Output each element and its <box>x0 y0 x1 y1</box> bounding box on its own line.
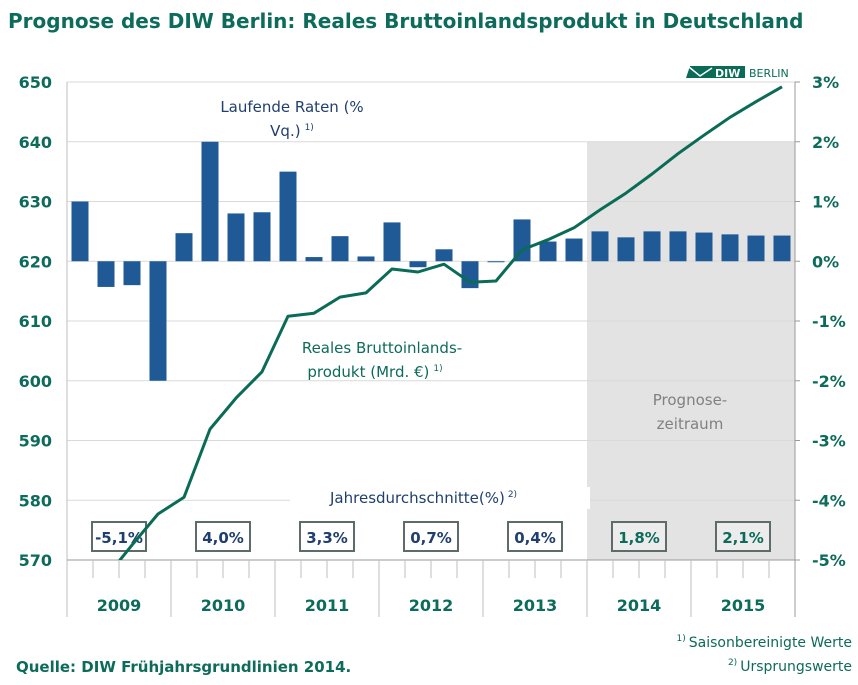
average-box-frame <box>91 521 147 552</box>
bar <box>435 249 453 262</box>
bar <box>539 241 557 262</box>
right-tick-label: 3% <box>812 73 839 92</box>
bar <box>357 256 375 262</box>
bars-label-line2: Vq.) 1) <box>270 122 314 140</box>
bar <box>461 261 479 289</box>
averages-label-bg <box>290 487 590 509</box>
annual-average-box: 2,1% <box>715 521 771 552</box>
annual-average-boxes: -5,1% 4,0% 3,3% 0,7% 0,4% 1,8% 2,1% <box>91 521 771 552</box>
average-box-frame <box>299 521 355 552</box>
bar <box>227 213 245 262</box>
year-label: 2010 <box>201 596 246 615</box>
left-tick-label: 650 <box>19 73 52 92</box>
gdp-line <box>118 85 783 560</box>
average-box-frame <box>403 521 459 552</box>
bar <box>201 141 219 262</box>
diw-logo: DIW BERLIN <box>686 66 789 80</box>
bar <box>513 219 531 262</box>
bar <box>123 261 141 286</box>
right-tick-label: -2% <box>812 372 846 391</box>
annual-average-value: 2,1% <box>722 529 764 547</box>
bar-series <box>71 141 791 381</box>
bar <box>253 212 271 262</box>
left-tick-label: 640 <box>19 133 52 152</box>
footnote-1: 1) Saisonbereinigte Werte <box>677 634 853 651</box>
right-tick-label: -5% <box>812 551 846 570</box>
bar <box>721 234 739 262</box>
annual-averages-label: Jahresdurchschnitte(%) 2) <box>329 489 517 507</box>
left-tick-label: 620 <box>19 252 52 271</box>
bar <box>643 231 661 262</box>
year-label: 2011 <box>305 596 350 615</box>
line-label-line2: produkt (Mrd. €) 1) <box>307 363 442 381</box>
right-tick-label: -1% <box>812 312 846 331</box>
bar <box>487 261 505 263</box>
annual-average-value: 3,3% <box>306 529 348 547</box>
footnote-2: 2) Ursprungswerte <box>728 658 852 675</box>
bar <box>149 261 167 381</box>
average-box-frame <box>611 521 667 552</box>
bar <box>97 261 115 287</box>
annual-average-value: -5,1% <box>95 529 143 547</box>
bar <box>773 235 791 262</box>
bar <box>279 171 297 262</box>
right-tick-label: 1% <box>812 193 839 212</box>
bar <box>695 232 713 262</box>
bar <box>617 237 635 262</box>
annual-average-box: 0,4% <box>507 521 563 552</box>
logo-berlin-text: BERLIN <box>749 67 789 80</box>
bar <box>305 257 323 262</box>
year-label: 2009 <box>97 596 142 615</box>
chart-title: Prognose des DIW Berlin: Reales Bruttoin… <box>8 9 803 33</box>
line-label-line1: Reales Bruttoinlands- <box>302 339 462 357</box>
average-box-frame <box>715 521 771 552</box>
left-tick-label: 580 <box>19 491 52 510</box>
left-tick-label: 590 <box>19 432 52 451</box>
annual-average-value: 0,7% <box>410 529 452 547</box>
bar <box>409 261 427 268</box>
bar <box>383 222 401 262</box>
year-label: 2013 <box>513 596 558 615</box>
source-note: Quelle: DIW Frühjahrsgrundlinien 2014. <box>16 658 351 676</box>
right-tick-label: -4% <box>812 491 846 510</box>
bar <box>71 201 89 262</box>
left-tick-label: 630 <box>19 193 52 212</box>
annual-average-value: 0,4% <box>514 529 556 547</box>
axes <box>66 81 800 617</box>
forecast-region <box>587 141 795 560</box>
bars-label-line1: Laufende Raten (% <box>220 98 363 116</box>
logo-diw-text: DIW <box>715 67 740 80</box>
left-tick-label: 600 <box>19 372 52 391</box>
left-tick-label: 570 <box>19 551 52 570</box>
bar <box>747 235 765 262</box>
annual-average-box: 1,8% <box>611 521 667 552</box>
bar <box>565 238 583 262</box>
average-box-frame <box>507 521 563 552</box>
annual-average-value: 1,8% <box>618 529 660 547</box>
annual-average-box: 0,7% <box>403 521 459 552</box>
year-label: 2012 <box>409 596 454 615</box>
right-tick-label: 2% <box>812 133 839 152</box>
annual-average-box: 4,0% <box>195 521 251 552</box>
bar <box>331 236 349 262</box>
right-tick-label: -3% <box>812 432 846 451</box>
right-tick-label: 0% <box>812 252 839 271</box>
right-axis-labels: -5% -4% -3% -2% -1% 0% 1% 2% 3% <box>812 73 846 570</box>
annual-average-value: 4,0% <box>202 529 244 547</box>
year-label: 2014 <box>617 596 662 615</box>
forecast-label-line1: Prognose- <box>653 391 727 409</box>
x-axis-labels: 2009 2010 2011 2012 2013 2014 2015 <box>97 596 766 615</box>
average-box-frame <box>195 521 251 552</box>
annual-average-box: 3,3% <box>299 521 355 552</box>
bar <box>175 233 193 262</box>
bar <box>591 231 609 262</box>
bar <box>669 231 687 262</box>
left-tick-label: 610 <box>19 312 52 331</box>
left-axis-labels: 570 580 590 600 610 620 630 640 650 <box>19 73 52 570</box>
year-label: 2015 <box>721 596 766 615</box>
annual-average-box: -5,1% <box>91 521 147 552</box>
forecast-label-line2: zeitraum <box>657 415 724 433</box>
